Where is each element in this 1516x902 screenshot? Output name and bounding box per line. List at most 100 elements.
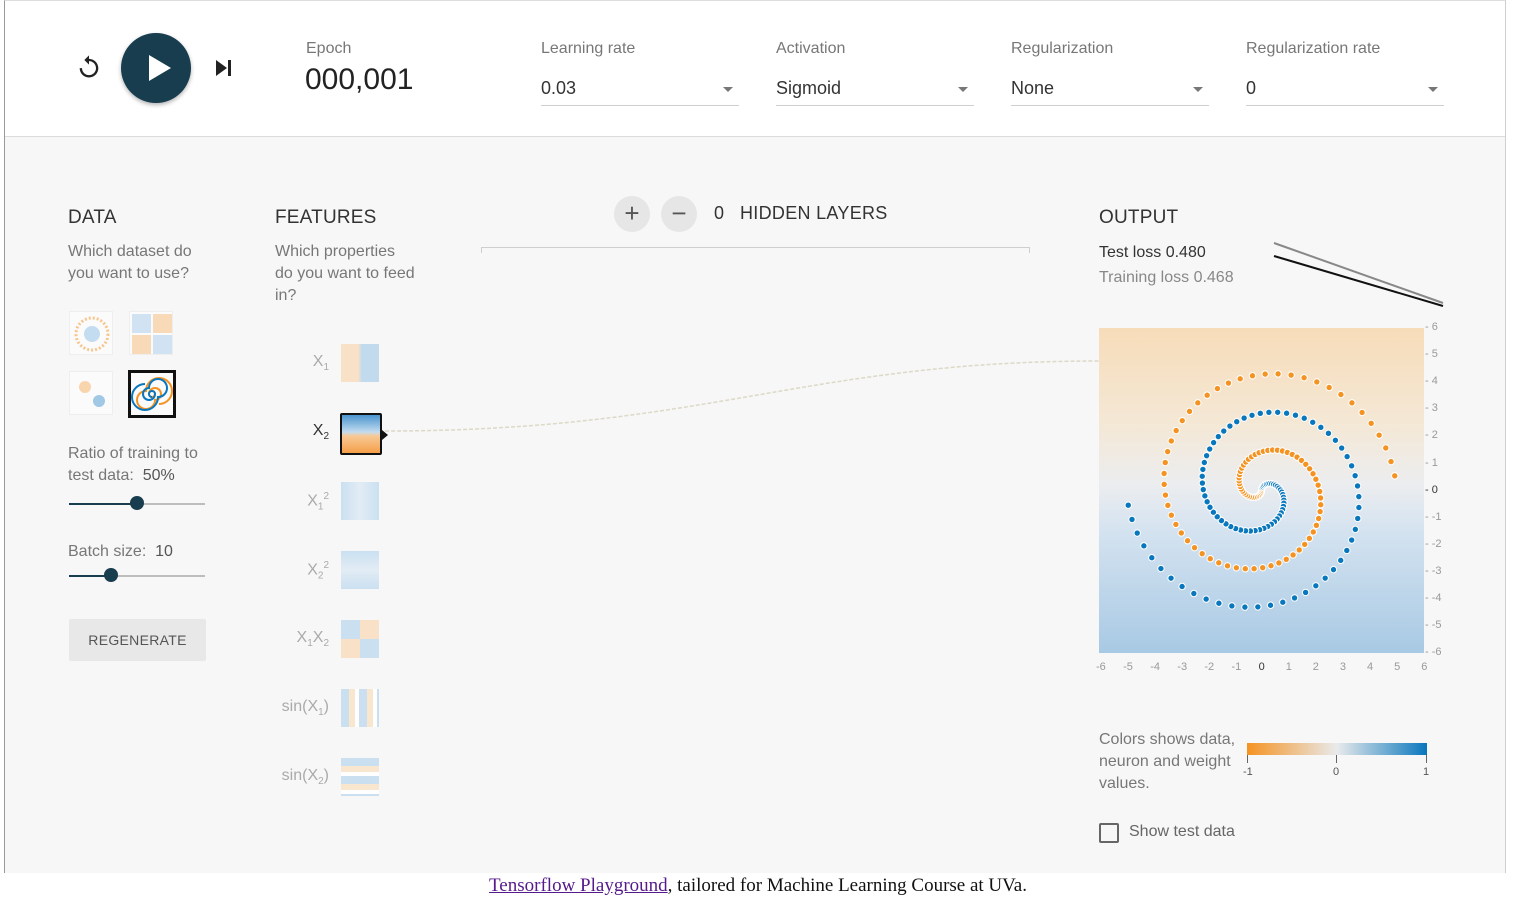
feature-label: sin(X2) bbox=[281, 767, 329, 788]
y-tick-label: - 1 bbox=[1425, 456, 1438, 469]
data-point bbox=[1201, 492, 1209, 500]
epoch-label: Epoch bbox=[306, 40, 352, 57]
footer-link[interactable]: Tensorflow Playground bbox=[489, 875, 668, 896]
x-tick-label: 3 bbox=[1339, 661, 1347, 673]
data-point bbox=[1224, 379, 1233, 387]
weight-link-x2-output[interactable] bbox=[384, 360, 1100, 432]
regularization-rate-select[interactable]: 0 bbox=[1246, 72, 1444, 106]
layer-bracket bbox=[481, 247, 1030, 253]
feature-label: X2 bbox=[312, 422, 329, 443]
x-tick-label: 0 bbox=[1258, 661, 1265, 673]
x-tick-label: -5 bbox=[1123, 661, 1133, 673]
feature-box[interactable] bbox=[341, 689, 379, 727]
data-point bbox=[1202, 451, 1211, 460]
batch-slider-track[interactable] bbox=[69, 575, 205, 577]
legend-tick-mid: 0 bbox=[1333, 766, 1340, 778]
feature-box[interactable] bbox=[341, 344, 379, 382]
regularization-select[interactable]: None bbox=[1011, 72, 1209, 106]
chevron-down-icon bbox=[723, 87, 733, 92]
data-point bbox=[1309, 418, 1317, 426]
step-forward-icon[interactable] bbox=[213, 57, 235, 79]
show-test-data-label: Show test data bbox=[1129, 823, 1235, 840]
data-point bbox=[1133, 529, 1141, 537]
y-tick-label: - -1 bbox=[1425, 510, 1442, 523]
data-point bbox=[1248, 372, 1257, 380]
play-icon bbox=[149, 55, 171, 81]
activation-select[interactable]: Sigmoid bbox=[776, 72, 974, 106]
data-point bbox=[1167, 437, 1176, 445]
training-loss-value: 0.468 bbox=[1193, 269, 1234, 286]
data-point bbox=[1172, 520, 1180, 529]
data-point bbox=[1282, 555, 1290, 564]
data-point bbox=[1375, 431, 1383, 439]
play-button[interactable] bbox=[121, 33, 191, 103]
data-point bbox=[1213, 384, 1222, 393]
show-test-data-checkbox[interactable] bbox=[1099, 823, 1119, 843]
color-legend-bar bbox=[1247, 743, 1427, 755]
y-tick-label: - -3 bbox=[1425, 564, 1442, 577]
data-point bbox=[1358, 408, 1366, 417]
test-loss-line bbox=[1273, 242, 1444, 304]
data-point bbox=[1300, 540, 1309, 549]
data-section-subtitle: Which dataset do you want to use? bbox=[68, 243, 192, 282]
batch-label-block: Batch size: 10 bbox=[68, 541, 218, 563]
feature-label: X22 bbox=[307, 560, 329, 582]
data-point bbox=[1324, 429, 1333, 438]
feature-box[interactable] bbox=[341, 482, 379, 520]
spiral-dataset-icon[interactable] bbox=[128, 370, 176, 418]
data-point bbox=[1317, 423, 1325, 432]
test-loss-label: Test loss bbox=[1099, 244, 1162, 261]
add-layer-button[interactable]: + bbox=[614, 196, 650, 232]
ratio-slider-thumb[interactable] bbox=[130, 496, 144, 510]
feature-box[interactable] bbox=[341, 620, 379, 658]
data-point bbox=[1261, 370, 1269, 378]
color-legend-text: Colors shows data, neuron and weight val… bbox=[1099, 731, 1236, 792]
reset-icon[interactable] bbox=[75, 53, 103, 81]
feature-output-arrow bbox=[382, 430, 388, 440]
data-point bbox=[1226, 422, 1234, 430]
ratio-slider-fill bbox=[69, 503, 137, 505]
batch-label: Batch size: bbox=[68, 543, 147, 560]
data-point bbox=[1161, 458, 1169, 467]
data-point bbox=[1199, 485, 1207, 494]
data-point bbox=[1140, 542, 1148, 550]
ratio-value: 50% bbox=[142, 467, 175, 484]
data-point bbox=[1347, 536, 1356, 544]
x-tick-label: 2 bbox=[1312, 661, 1319, 673]
training-loss-row: Training loss 0.468 bbox=[1099, 269, 1234, 287]
y-tick-label: - 2 bbox=[1425, 429, 1438, 442]
y-tick-label: - 5 bbox=[1425, 348, 1438, 361]
data-point bbox=[1305, 534, 1314, 543]
xor-dataset-icon[interactable] bbox=[129, 311, 173, 355]
data-point bbox=[1300, 374, 1308, 382]
data-point bbox=[1314, 481, 1322, 489]
remove-layer-button[interactable]: − bbox=[661, 196, 697, 232]
feature-label: X1 bbox=[312, 353, 329, 374]
learning-rate-select[interactable]: 0.03 bbox=[541, 72, 739, 106]
batch-slider-thumb[interactable] bbox=[104, 568, 119, 582]
feature-box[interactable] bbox=[340, 413, 382, 455]
regenerate-button[interactable]: REGENERATE bbox=[69, 619, 206, 661]
regularization-rate-label: Regularization rate bbox=[1246, 40, 1381, 57]
data-point bbox=[1214, 432, 1223, 441]
regularization-rate-value: 0 bbox=[1246, 78, 1257, 98]
data-point bbox=[1312, 582, 1320, 590]
feature-box[interactable] bbox=[341, 758, 379, 796]
data-point bbox=[1267, 562, 1275, 570]
regularization-label: Regularization bbox=[1011, 40, 1114, 57]
data-point bbox=[1250, 564, 1258, 573]
data-point bbox=[1300, 414, 1308, 422]
x-tick-label: 1 bbox=[1285, 661, 1292, 673]
gaussian-dataset-icon[interactable] bbox=[69, 371, 113, 415]
feature-box[interactable] bbox=[341, 551, 379, 589]
playground-app: Epoch 000,001 Learning rate 0.03 Activat… bbox=[4, 0, 1506, 873]
y-tick-label: - 4 bbox=[1425, 375, 1438, 388]
circle-dataset-icon[interactable] bbox=[69, 311, 113, 355]
data-point bbox=[1209, 508, 1218, 516]
data-point bbox=[1233, 417, 1241, 426]
chevron-down-icon bbox=[958, 87, 968, 92]
data-point bbox=[1317, 501, 1325, 509]
training-loss-label: Training loss bbox=[1099, 269, 1190, 286]
test-loss-row: Test loss 0.480 bbox=[1099, 244, 1206, 262]
y-tick-label: - -4 bbox=[1425, 592, 1442, 604]
